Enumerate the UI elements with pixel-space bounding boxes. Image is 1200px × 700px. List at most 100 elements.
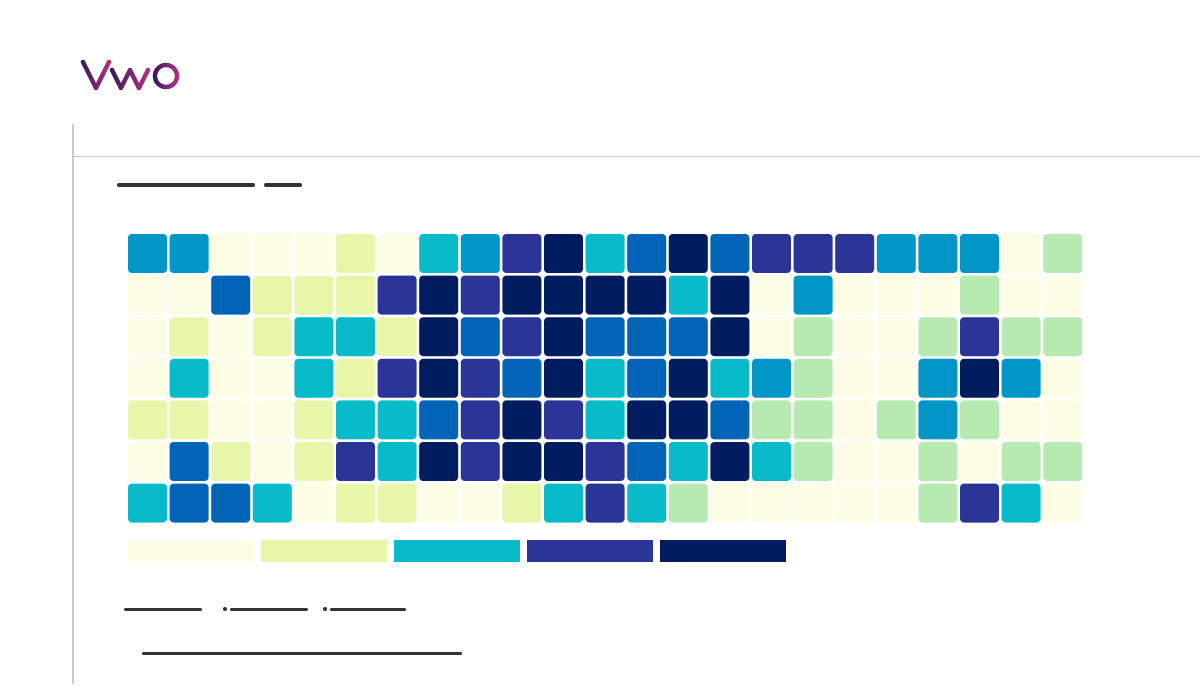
footer-placeholder-line-1 — [124, 608, 202, 611]
heatmap-cell-r6-c19 — [918, 483, 958, 523]
heatmap-cell-r3-c8 — [460, 358, 500, 398]
heatmap-cell-r3-c0 — [128, 358, 167, 398]
heatmap-cell-r4-c8 — [460, 400, 500, 440]
heatmap-cell-r1-c20 — [960, 275, 999, 315]
heatmap-cell-r1-c0 — [128, 275, 167, 315]
heatmap-cell-r2-c14 — [710, 317, 750, 357]
heatmap-cell-r1-c15 — [752, 275, 791, 315]
heatmap-cell-r1-c8 — [460, 275, 500, 315]
heatmap-cell-r1-c16 — [793, 275, 833, 315]
heatmap-cell-r0-c1 — [169, 234, 209, 273]
heatmap-cell-r6-c16 — [793, 483, 833, 523]
heatmap-cell-r5-c16 — [793, 442, 833, 481]
heatmap-cell-r2-c21 — [1001, 317, 1041, 357]
heatmap-cell-r3-c9 — [502, 358, 542, 398]
heatmap-cell-r2-c22 — [1043, 317, 1083, 357]
heatmap-cell-r6-c17 — [835, 483, 875, 523]
heatmap-cell-r6-c5 — [336, 483, 375, 523]
heatmap-cell-r3-c5 — [336, 358, 375, 398]
heatmap-cell-r4-c1 — [169, 400, 209, 440]
heatmap-cell-r1-c5 — [336, 275, 375, 315]
title-placeholder-line — [117, 183, 255, 187]
panel-top-divider — [72, 156, 1200, 157]
heatmap-cell-r4-c2 — [211, 400, 251, 440]
heatmap-cell-r4-c0 — [128, 400, 167, 440]
heatmap-cell-r5-c11 — [585, 442, 625, 481]
footer-placeholder-line-2 — [230, 608, 308, 611]
heatmap-cell-r6-c20 — [960, 483, 999, 523]
heatmap-cell-r3-c22 — [1043, 358, 1083, 398]
heatmap-cell-r0-c0 — [128, 234, 167, 273]
heatmap-cell-r0-c11 — [585, 234, 625, 273]
heatmap-cell-r1-c22 — [1043, 275, 1083, 315]
heatmap-cell-r4-c19 — [918, 400, 958, 440]
heatmap-cell-r3-c15 — [752, 358, 791, 398]
heatmap-cell-r5-c1 — [169, 442, 209, 481]
heatmap-cell-r6-c11 — [585, 483, 625, 523]
heatmap-cell-r1-c13 — [668, 275, 708, 315]
heatmap-cell-r3-c11 — [585, 358, 625, 398]
legend-swatch-1 — [128, 540, 254, 562]
heatmap-cell-r3-c1 — [169, 358, 209, 398]
heatmap-cell-r0-c4 — [294, 234, 334, 273]
heatmap-cell-r2-c5 — [336, 317, 375, 357]
heatmap-cell-r6-c1 — [169, 483, 209, 523]
heatmap-cell-r0-c3 — [252, 234, 292, 273]
heatmap-cell-r5-c7 — [419, 442, 459, 481]
heatmap-cell-r2-c2 — [211, 317, 251, 357]
heatmap-cell-r4-c3 — [252, 400, 292, 440]
heatmap-cell-r3-c6 — [377, 358, 417, 398]
heatmap-cell-r4-c4 — [294, 400, 334, 440]
heatmap-cell-r5-c14 — [710, 442, 750, 481]
heatmap-cell-r4-c9 — [502, 400, 542, 440]
heatmap-cell-r1-c12 — [627, 275, 667, 315]
vwo-logo — [80, 59, 180, 91]
heatmap-cell-r6-c12 — [627, 483, 667, 523]
heatmap-cell-r1-c11 — [585, 275, 625, 315]
heatmap-cell-r0-c20 — [960, 234, 999, 273]
heatmap-cell-r1-c1 — [169, 275, 209, 315]
heatmap-cell-r4-c20 — [960, 400, 999, 440]
heatmap-cell-r1-c9 — [502, 275, 542, 315]
heatmap-cell-r4-c11 — [585, 400, 625, 440]
heatmap-cell-r0-c17 — [835, 234, 875, 273]
heatmap-cell-r3-c12 — [627, 358, 667, 398]
heatmap-cell-r2-c6 — [377, 317, 417, 357]
heatmap-cell-r5-c4 — [294, 442, 334, 481]
heatmap-cell-r6-c2 — [211, 483, 251, 523]
heatmap-cell-r2-c15 — [752, 317, 791, 357]
legend-swatch-2 — [261, 540, 387, 562]
heatmap-cell-r5-c0 — [128, 442, 167, 481]
heatmap-cell-r5-c21 — [1001, 442, 1041, 481]
heatmap-cell-r6-c10 — [544, 483, 583, 523]
heatmap-cell-r0-c19 — [918, 234, 958, 273]
heatmap-cell-r5-c17 — [835, 442, 875, 481]
heatmap-cell-r5-c15 — [752, 442, 791, 481]
legend-swatch-3 — [394, 540, 520, 562]
heatmap-cell-r0-c12 — [627, 234, 667, 273]
heatmap-cell-r6-c0 — [128, 483, 167, 523]
heatmap-cell-r1-c17 — [835, 275, 875, 315]
heatmap-cell-r5-c6 — [377, 442, 417, 481]
heatmap-cell-r0-c13 — [668, 234, 708, 273]
heatmap-cell-r1-c10 — [544, 275, 583, 315]
heatmap-cell-r5-c12 — [627, 442, 667, 481]
heatmap-cell-r2-c0 — [128, 317, 167, 357]
heatmap-cell-r4-c13 — [668, 400, 708, 440]
heatmap-cell-r2-c9 — [502, 317, 542, 357]
heatmap-cell-r5-c20 — [960, 442, 999, 481]
heatmap-cell-r2-c7 — [419, 317, 459, 357]
heatmap-cell-r3-c3 — [252, 358, 292, 398]
heatmap-cell-r0-c2 — [211, 234, 251, 273]
heatmap-cell-r5-c18 — [876, 442, 916, 481]
heatmap-cell-r6-c8 — [460, 483, 500, 523]
heatmap-cell-r2-c13 — [668, 317, 708, 357]
heatmap-cell-r4-c17 — [835, 400, 875, 440]
heatmap-cell-r2-c20 — [960, 317, 999, 357]
heatmap-cell-r0-c18 — [876, 234, 916, 273]
heatmap-cell-r3-c21 — [1001, 358, 1041, 398]
heatmap-cell-r3-c4 — [294, 358, 334, 398]
heatmap-cell-r0-c6 — [377, 234, 417, 273]
heatmap-cell-r5-c10 — [544, 442, 583, 481]
heatmap-cell-r3-c18 — [876, 358, 916, 398]
